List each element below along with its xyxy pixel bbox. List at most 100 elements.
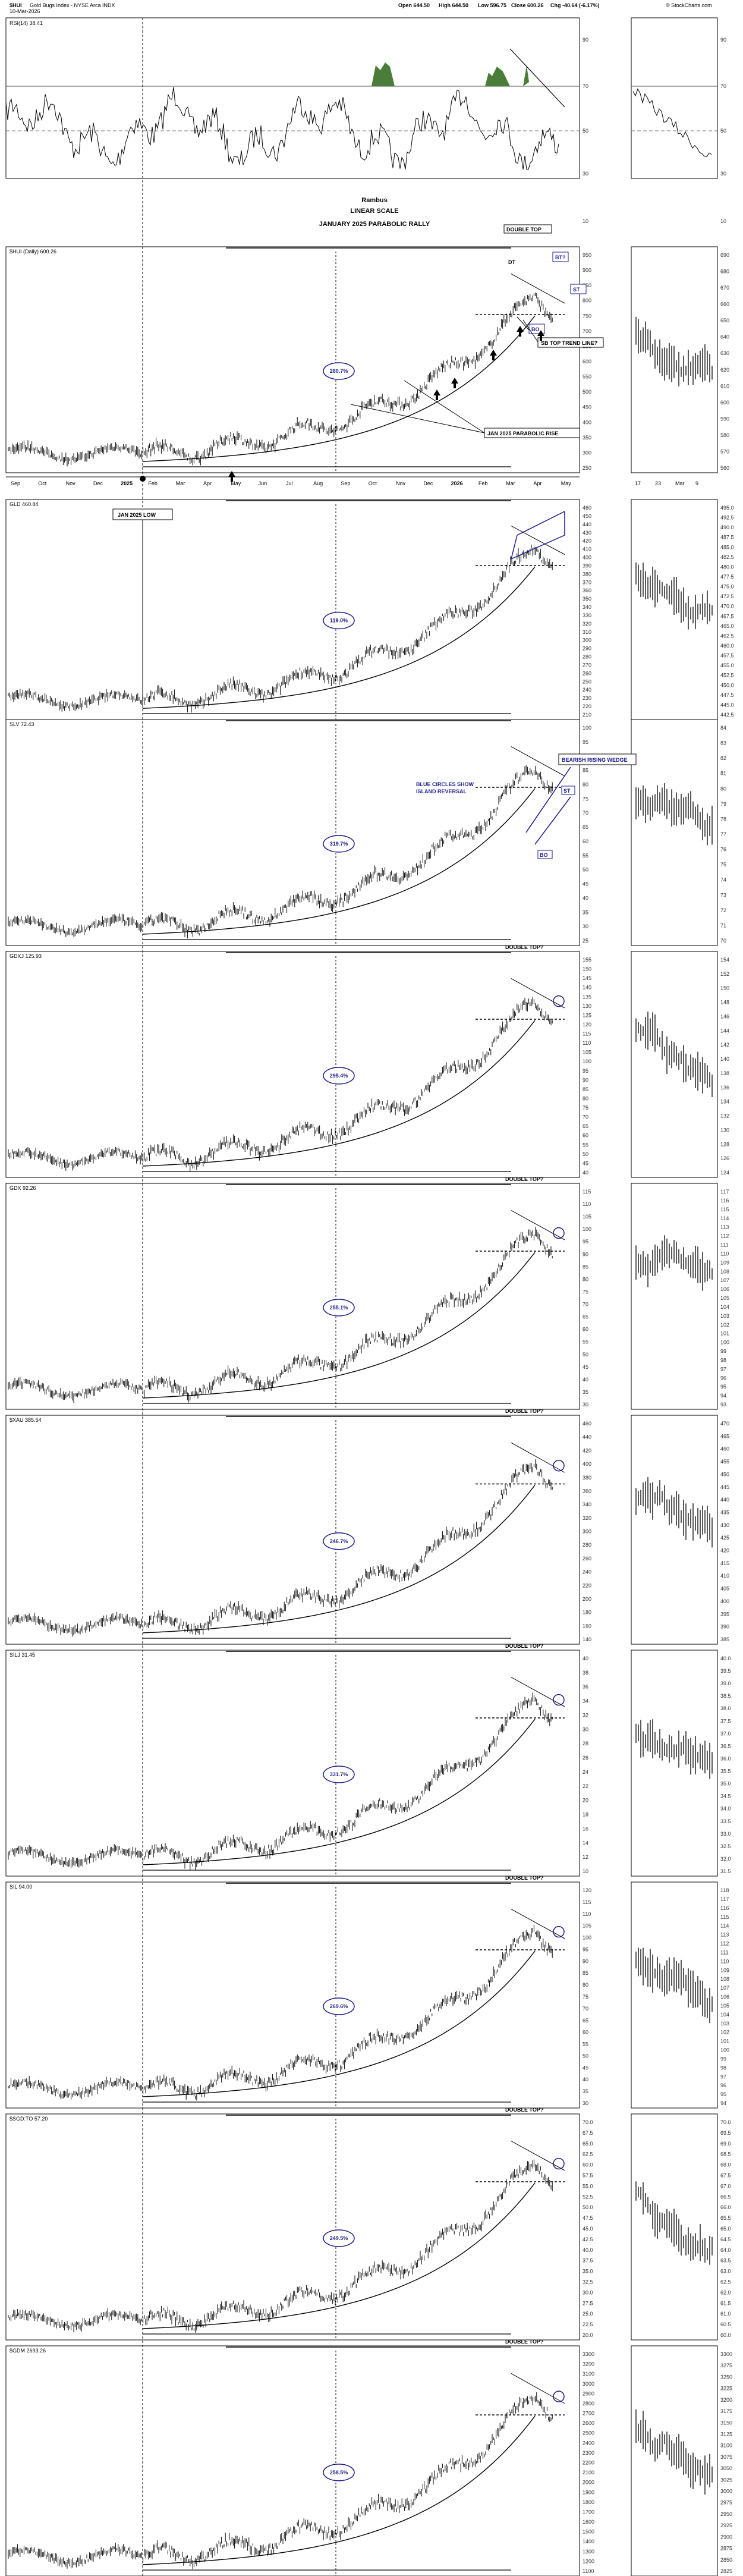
panel-label: GDX 92.26 (10, 1185, 36, 1191)
panel-gdm: $GDM 2693.26 3300 3200 3100 3000 2900 2800 2700… (5, 2339, 732, 2576)
y-tick-label: 105 (583, 1050, 591, 1055)
y-tick-label: 1800 (583, 2499, 594, 2505)
y-tick-label: 750 (583, 313, 591, 319)
right-tick-label: 36.0 (720, 1755, 731, 1761)
y-tick-label: 85 (583, 1086, 588, 1092)
right-tick-label: 101 (720, 1331, 729, 1337)
y-tick-label: 115 (583, 1189, 591, 1195)
mini-price-bars (635, 2181, 713, 2265)
mini-price-bars (635, 316, 713, 387)
rsi-mini-line (632, 88, 712, 158)
y-tick-label: 2400 (583, 2440, 594, 2446)
right-tick-label: 37.5 (720, 1718, 731, 1724)
y-tick-label: 200 (583, 1596, 591, 1602)
y-tick-label: 390 (583, 563, 591, 568)
right-tick-label: 3125 (720, 2431, 732, 2437)
right-tick-label: 487.5 (720, 535, 734, 541)
right-tick-label: 32.0 (720, 1856, 731, 1862)
mini-price-bars (635, 1011, 713, 1097)
price-bars (8, 1459, 553, 1637)
right-tick-label: 2850 (720, 2557, 732, 2563)
right-tick-label: 105 (720, 2003, 729, 2009)
right-tick-label: 111 (720, 1242, 729, 1248)
gain-label: 249.5% (330, 2235, 348, 2241)
right-tick-label: 84 (720, 725, 726, 731)
y-tick-label: 145 (583, 975, 591, 981)
bo-label: BO (531, 326, 540, 332)
gain-label: 331.7% (330, 1771, 348, 1777)
parabolic-curve (142, 1020, 536, 1167)
right-tick-label: 39.5 (720, 1668, 731, 1674)
right-tick-label: 590 (720, 416, 729, 422)
right-tick-label: 475.0 (720, 584, 734, 590)
y-tick-label: 20 (583, 1798, 588, 1804)
rsi-tick: 90 (583, 37, 588, 43)
y-tick-label: 150 (583, 966, 591, 972)
y-tick-label: 550 (583, 374, 591, 380)
y-tick-label: 70 (583, 1114, 588, 1120)
y-tick-label: 400 (583, 1461, 591, 1467)
y-tick-label: 440 (583, 522, 591, 527)
price-bars (8, 293, 553, 467)
right-tick-label: 126 (720, 1155, 729, 1161)
y-tick-label: 40 (583, 1655, 588, 1661)
right-tick-label: 457.5 (720, 653, 734, 659)
mini-price-bars (635, 783, 713, 846)
y-tick-label: 14 (583, 1840, 588, 1846)
y-tick-label: 850 (583, 282, 591, 288)
y-tick-label: 45.0 (583, 2226, 593, 2232)
right-tick-label: 94 (720, 1393, 726, 1399)
y-tick-label: 410 (583, 546, 591, 552)
right-tick-label: 102 (720, 1322, 729, 1328)
y-tick-label: 42.5 (583, 2236, 593, 2242)
y-tick-label: 45 (583, 1364, 588, 1370)
parabolic-curve (142, 2182, 536, 2329)
y-tick-label: 12 (583, 1854, 588, 1860)
y-tick-label: 90 (583, 1251, 588, 1257)
y-tick-label: 35 (583, 1389, 588, 1395)
right-tick-label: 440 (720, 1497, 729, 1503)
y-tick-label: 90 (583, 1077, 588, 1083)
y-tick-label: 100 (583, 1226, 591, 1232)
island-reversal-circle-icon (553, 1227, 565, 1239)
bo-label: BO (540, 852, 548, 858)
right-tick-label: 117 (720, 1896, 729, 1902)
right-tick-label: 74 (720, 877, 726, 883)
right-tick-label: 108 (720, 1976, 729, 1982)
right-tick-label: 60.5 (720, 2321, 731, 2327)
y-tick-label: 85 (583, 768, 588, 774)
panel-hui: $HUI (Daily) 600.26 950 900 850 800 750 700 650… (5, 246, 729, 473)
x-tick-label: Apr (533, 480, 541, 486)
title-annotations: Rambus LINEAR SCALE JANUARY 2025 PARABOL… (319, 197, 430, 228)
right-tick-label: 450.0 (720, 682, 734, 688)
y-tick-label: 110 (583, 1201, 591, 1207)
mini-price-bars (635, 562, 713, 630)
slv-annotations: BLUE CIRCLES SHOW ISLAND REVERSAL BEARIS… (416, 753, 637, 859)
right-tick-label: 485.0 (720, 544, 734, 550)
y-tick-label: 2600 (583, 2420, 594, 2426)
y-tick-label: 600 (583, 359, 591, 365)
right-tick-label: 600 (720, 400, 729, 406)
island-reversal-circle-icon (553, 1694, 565, 1706)
header-chg: Chg -40.64 (-6.17%) (550, 2, 600, 8)
x-tick-label: Feb (478, 480, 488, 486)
y-tick-label: 240 (583, 687, 591, 693)
double-top-question: DOUBLE TOP? (505, 2107, 543, 2113)
right-tick-label: 97 (720, 1366, 726, 1372)
right-tick-label: 114 (720, 1215, 729, 1221)
y-tick-label: 35 (583, 2088, 588, 2094)
right-tick-label: 63.5 (720, 2258, 731, 2264)
header-credit: © StockCharts.com (666, 2, 712, 8)
y-tick-label: 100 (583, 1058, 591, 1064)
right-tick-label: 3250 (720, 2374, 732, 2380)
panel-sil: SIL 94.00 120 115 110 105 100 95 90 85 80 75 70 65 60… (5, 1875, 729, 2109)
right-tick-label: 71 (720, 922, 726, 928)
y-tick-label: 60 (583, 2030, 588, 2035)
st-label: ST (573, 287, 580, 293)
double-top-question: DOUBLE TOP? (505, 2339, 543, 2345)
wedge-line (511, 978, 565, 1009)
y-tick-label: 310 (583, 629, 591, 635)
y-tick-label: 260 (583, 1556, 591, 1562)
gld-channel (511, 511, 565, 560)
right-tick-label: 39.0 (720, 1680, 731, 1686)
